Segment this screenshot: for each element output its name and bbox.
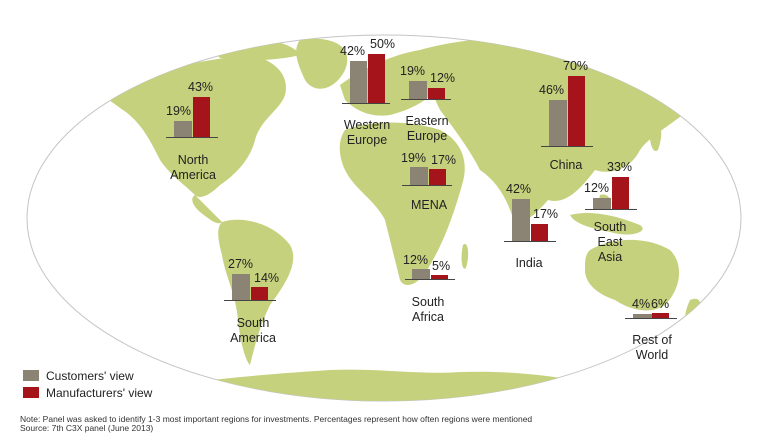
manufacturers-bar (368, 54, 385, 103)
customers-value: 27% (228, 257, 254, 271)
manufacturers-swatch (23, 387, 39, 398)
manufacturers-value: 70% (563, 59, 589, 73)
baseline (405, 279, 455, 280)
manufacturers-bar (251, 287, 268, 300)
legend-item-customers: Customers' view (23, 368, 152, 383)
baseline (625, 318, 677, 319)
manufacturers-bar (428, 88, 445, 99)
region-label: Rest of World (632, 333, 672, 362)
region-label: North America (170, 153, 216, 182)
customers-value: 46% (539, 83, 565, 97)
manufacturers-value: 17% (533, 207, 559, 221)
customers-value: 12% (584, 181, 610, 195)
customers-bar (633, 314, 652, 318)
manufacturers-bar (568, 76, 585, 146)
region-label: South Africa (411, 295, 445, 324)
customers-bar (512, 199, 530, 241)
manufacturers-bar (531, 224, 548, 241)
legend: Customers' view Manufacturers' view (23, 368, 152, 402)
customers-bar (232, 274, 250, 300)
manufacturers-value: 6% (651, 297, 670, 311)
legend-item-manufacturers: Manufacturers' view (23, 385, 152, 400)
baseline (541, 146, 593, 147)
baseline (342, 103, 390, 104)
region-label: India (515, 256, 543, 270)
manufacturers-bar (652, 313, 669, 318)
region-label: Western Europe (343, 118, 391, 147)
region-label: South East Asia (593, 220, 627, 264)
customers-bar (549, 100, 567, 146)
manufacturers-bar (612, 177, 629, 209)
baseline (402, 185, 452, 186)
region-label: South America (230, 316, 276, 345)
customers-value: 42% (340, 44, 366, 58)
customers-value: 42% (506, 182, 532, 196)
customers-bar (350, 61, 367, 103)
customers-bar (409, 81, 427, 99)
manufacturers-value: 33% (607, 160, 633, 174)
baseline (401, 99, 451, 100)
footnote: Note: Panel was asked to identify 1-3 mo… (20, 415, 532, 433)
manufacturers-value: 5% (432, 259, 451, 273)
region-label: China (549, 158, 583, 172)
source-text: Source: 7th C3X panel (June 2013) (20, 423, 154, 433)
customers-value: 19% (400, 64, 426, 78)
customers-value: 12% (403, 253, 429, 267)
legend-label: Manufacturers' view (46, 385, 153, 400)
customers-value: 4% (632, 297, 651, 311)
baseline (224, 300, 276, 301)
customers-bar (593, 198, 611, 209)
region-label: MENA (410, 198, 448, 212)
manufacturers-value: 17% (431, 153, 457, 167)
manufacturers-value: 14% (254, 271, 280, 285)
customers-bar (174, 121, 192, 137)
manufacturers-value: 50% (370, 37, 396, 51)
manufacturers-bar (431, 275, 448, 279)
note-text: Note: Panel was asked to identify 1-3 mo… (20, 414, 533, 424)
customers-value: 19% (166, 104, 192, 118)
manufacturers-bar (193, 97, 210, 137)
manufacturers-bar (429, 169, 446, 185)
manufacturers-value: 43% (188, 80, 214, 94)
baseline (504, 241, 556, 242)
legend-label: Customers' view (46, 368, 134, 383)
baseline (585, 209, 637, 210)
region-label: Eastern Europe (405, 114, 449, 143)
customers-value: 19% (401, 151, 427, 165)
customers-bar (410, 167, 428, 185)
manufacturers-value: 12% (430, 71, 456, 85)
customers-swatch (23, 370, 39, 381)
baseline (166, 137, 218, 138)
customers-bar (412, 269, 430, 279)
